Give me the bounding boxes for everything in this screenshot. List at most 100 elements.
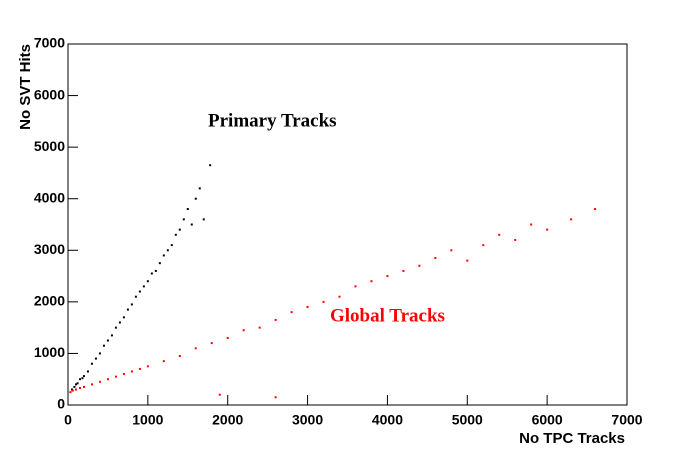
point	[82, 375, 85, 378]
point	[514, 238, 517, 241]
point	[218, 393, 221, 396]
point	[98, 380, 101, 383]
x-tick-label: 3000	[292, 412, 323, 428]
point	[178, 228, 181, 231]
point	[402, 269, 405, 272]
point	[130, 370, 133, 373]
x-tick-label: 4000	[372, 412, 403, 428]
point	[162, 254, 165, 257]
point	[114, 326, 117, 329]
point	[434, 257, 437, 260]
y-tick-label: 5000	[34, 138, 65, 154]
point	[186, 208, 189, 211]
point	[209, 164, 212, 167]
point	[242, 329, 245, 332]
point	[274, 396, 277, 399]
point	[498, 233, 501, 236]
point	[450, 249, 453, 252]
point	[110, 334, 113, 337]
x-axis-label: No TPC Tracks	[519, 430, 625, 447]
point	[106, 339, 109, 342]
y-tick-label: 7000	[34, 35, 65, 51]
point	[106, 378, 109, 381]
y-tick-label: 4000	[34, 189, 65, 205]
point	[530, 223, 533, 226]
point	[69, 391, 72, 394]
point	[194, 197, 197, 200]
point	[73, 385, 76, 388]
point	[162, 360, 165, 363]
point	[81, 377, 84, 380]
point	[546, 228, 549, 231]
x-tick-label: 5000	[452, 412, 483, 428]
point	[142, 285, 145, 288]
point	[90, 362, 93, 365]
x-tick-label: 2000	[212, 412, 243, 428]
point	[466, 259, 469, 262]
point	[122, 373, 125, 376]
x-tick-label: 1000	[132, 412, 163, 428]
point	[170, 244, 173, 247]
point	[370, 280, 373, 283]
point	[74, 383, 77, 386]
y-tick-label: 2000	[34, 293, 65, 309]
point	[258, 326, 261, 329]
point	[570, 218, 573, 221]
point	[102, 344, 105, 347]
point	[198, 187, 201, 190]
x-tick-label: 6000	[532, 412, 563, 428]
point	[210, 342, 213, 345]
series-label: Primary Tracks	[208, 110, 337, 131]
point	[386, 275, 389, 278]
point	[418, 264, 421, 267]
point	[194, 347, 197, 350]
point	[122, 316, 125, 319]
point	[182, 218, 185, 221]
point	[166, 249, 169, 252]
point	[202, 218, 205, 221]
point	[226, 336, 229, 339]
y-axis-label: No SVT Hits	[17, 44, 34, 130]
point	[76, 382, 79, 385]
point	[114, 375, 117, 378]
point	[98, 352, 101, 355]
point	[82, 385, 85, 388]
point	[354, 285, 357, 288]
point	[74, 388, 77, 391]
point	[138, 290, 141, 293]
series-label: Global Tracks	[330, 305, 445, 326]
point	[322, 300, 325, 303]
point	[594, 208, 597, 211]
point	[146, 280, 149, 283]
point	[290, 311, 293, 314]
point	[178, 355, 181, 358]
point	[138, 367, 141, 370]
x-tick-label: 7000	[611, 412, 642, 428]
point	[126, 308, 129, 311]
y-tick-label: 1000	[34, 344, 65, 360]
point	[134, 295, 137, 298]
point	[130, 303, 133, 306]
point	[482, 244, 485, 247]
plot-frame	[67, 43, 628, 406]
point	[78, 378, 81, 381]
point	[150, 272, 153, 275]
point	[274, 318, 277, 321]
point	[90, 383, 93, 386]
point	[70, 388, 73, 391]
point	[306, 306, 309, 309]
point	[174, 233, 177, 236]
point	[94, 357, 97, 360]
point	[86, 370, 89, 373]
y-tick-label: 3000	[34, 241, 65, 257]
x-tick-label: 0	[64, 412, 72, 428]
y-tick-label: 6000	[34, 86, 65, 102]
point	[146, 365, 149, 368]
point	[190, 223, 193, 226]
y-tick-label: 0	[57, 396, 65, 412]
point	[71, 389, 74, 392]
point	[338, 295, 341, 298]
point	[118, 321, 121, 324]
point	[158, 262, 161, 265]
